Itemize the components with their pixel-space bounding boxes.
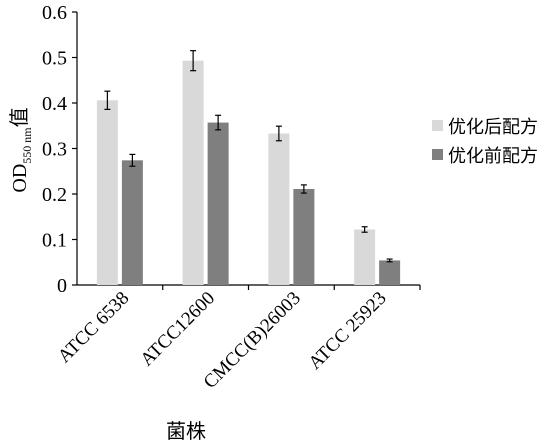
legend-swatch — [432, 120, 443, 131]
x-category-label: ATCC 6538 — [54, 288, 133, 367]
y-tick-label: 0.5 — [42, 48, 67, 70]
legend-swatch — [432, 149, 443, 160]
bar-after — [268, 133, 290, 285]
plot-area — [76, 12, 421, 290]
y-tick-label: 0 — [57, 275, 67, 297]
y-tick-label: 0.1 — [42, 230, 67, 252]
legend-label: 优化后配方 — [448, 117, 538, 138]
bar-before — [379, 260, 401, 285]
x-category-label: ATCC 25923 — [305, 288, 391, 374]
y-tick-label: 0.4 — [42, 93, 67, 115]
y-axis-title-suffix: 值 — [8, 107, 31, 127]
x-category-label: ATCC12600 — [136, 288, 219, 371]
bar-after — [96, 100, 118, 286]
bar-before — [121, 160, 143, 285]
y-axis-title: OD550 nm值 — [8, 107, 34, 192]
y-tick-label: 0.6 — [42, 2, 67, 24]
bar-before — [207, 122, 229, 285]
y-axis-ticks: 0 0.1 0.2 0.3 0.4 0.5 0.6 — [42, 2, 77, 297]
legend-label: 优化前配方 — [448, 146, 538, 167]
y-tick-label: 0.2 — [42, 184, 67, 206]
y-axis-title-main: OD — [9, 164, 31, 193]
y-tick-label: 0.3 — [42, 139, 67, 161]
bar-after — [354, 229, 376, 285]
y-axis-title-sub: 550 nm — [20, 127, 34, 164]
x-axis-title: 菌株 — [166, 420, 206, 443]
bar-after — [182, 60, 204, 286]
bar-before — [293, 188, 315, 285]
